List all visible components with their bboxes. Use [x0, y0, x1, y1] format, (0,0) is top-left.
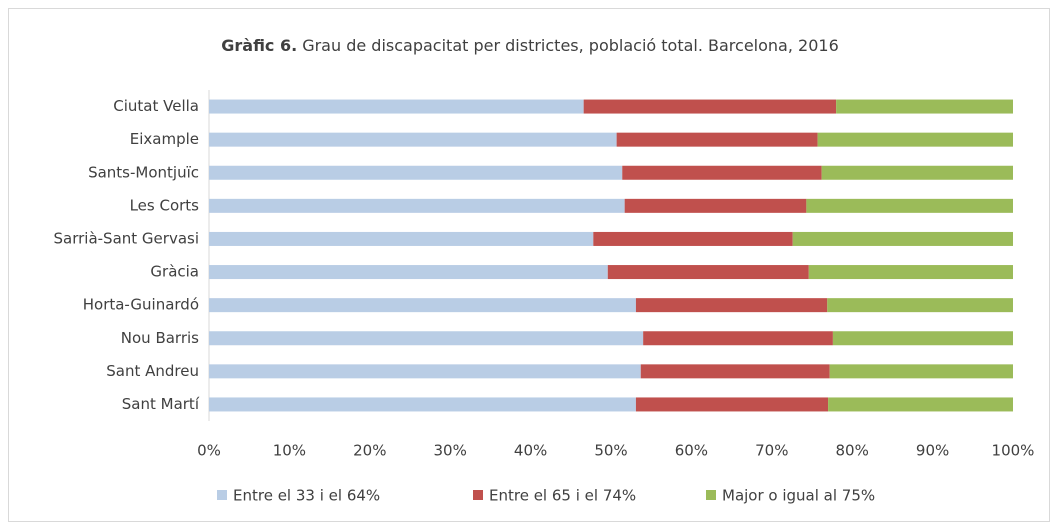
y-tick-label: Eixample	[130, 130, 199, 148]
bar-segment	[593, 231, 793, 246]
bar-segment	[827, 298, 1013, 313]
bar-segment	[209, 165, 623, 180]
bar-segment	[640, 364, 830, 379]
x-tick-label: 20%	[353, 442, 386, 460]
y-tick-label: Ciutat Vella	[113, 97, 199, 115]
y-tick-label: Les Corts	[130, 196, 200, 214]
bar-segment	[808, 265, 1013, 280]
x-tick-label: 40%	[514, 442, 547, 460]
legend-label: Entre el 33 i el 64%	[233, 487, 380, 505]
x-tick-label: 70%	[755, 442, 788, 460]
bar-segment	[821, 165, 1013, 180]
bar-segment	[209, 298, 636, 313]
bar-segment	[635, 298, 828, 313]
bar-segment	[209, 265, 608, 280]
x-tick-label: 80%	[836, 442, 869, 460]
bar-segment	[209, 132, 617, 147]
y-tick-label: Horta-Guinardó	[83, 296, 199, 314]
bar-segment	[607, 265, 809, 280]
chart-title: Gràfic 6. Grau de discapacitat per distri…	[221, 36, 839, 55]
bar-segment	[209, 364, 641, 379]
legend-label: Major o igual al 75%	[722, 487, 875, 505]
legend-swatch	[473, 490, 483, 500]
bar-segment	[829, 364, 1013, 379]
x-tick-label: 100%	[992, 442, 1035, 460]
legend-swatch	[706, 490, 716, 500]
bar-segment	[836, 99, 1013, 114]
bar-segment	[792, 231, 1013, 246]
bar-segment	[832, 331, 1013, 346]
bar-segment	[209, 231, 594, 246]
title-text: Grau de discapacitat per districtes, pob…	[302, 36, 839, 55]
y-tick-label: Sants-Montjuïc	[88, 163, 199, 181]
y-tick-label: Sant Martí	[122, 395, 200, 413]
x-tick-label: 90%	[916, 442, 949, 460]
bar-segment	[817, 132, 1013, 147]
bar-segment	[209, 99, 584, 114]
x-tick-label: 60%	[675, 442, 708, 460]
legend-swatch	[217, 490, 227, 500]
bar-segment	[806, 198, 1013, 213]
bar-segment	[209, 331, 644, 346]
bar-segment	[828, 397, 1013, 412]
bar-segment	[635, 397, 829, 412]
bar-segment	[643, 331, 833, 346]
title-label: Gràfic 6.	[221, 36, 297, 55]
x-tick-label: 10%	[273, 442, 306, 460]
bar-segment	[583, 99, 837, 114]
y-tick-label: Sant Andreu	[106, 362, 199, 380]
y-tick-label: Sarrià-Sant Gervasi	[54, 229, 200, 247]
chart-frame	[8, 8, 1050, 522]
bar-segment	[624, 198, 807, 213]
x-tick-label: 50%	[594, 442, 627, 460]
y-tick-label: Nou Barris	[121, 329, 199, 347]
x-tick-label: 0%	[197, 442, 221, 460]
bar-segment	[209, 198, 625, 213]
x-tick-label: 30%	[434, 442, 467, 460]
y-tick-label: Gràcia	[150, 263, 199, 281]
legend-label: Entre el 65 i el 74%	[489, 487, 636, 505]
bar-segment	[622, 165, 822, 180]
bar-segment	[209, 397, 636, 412]
bar-segment	[616, 132, 818, 147]
